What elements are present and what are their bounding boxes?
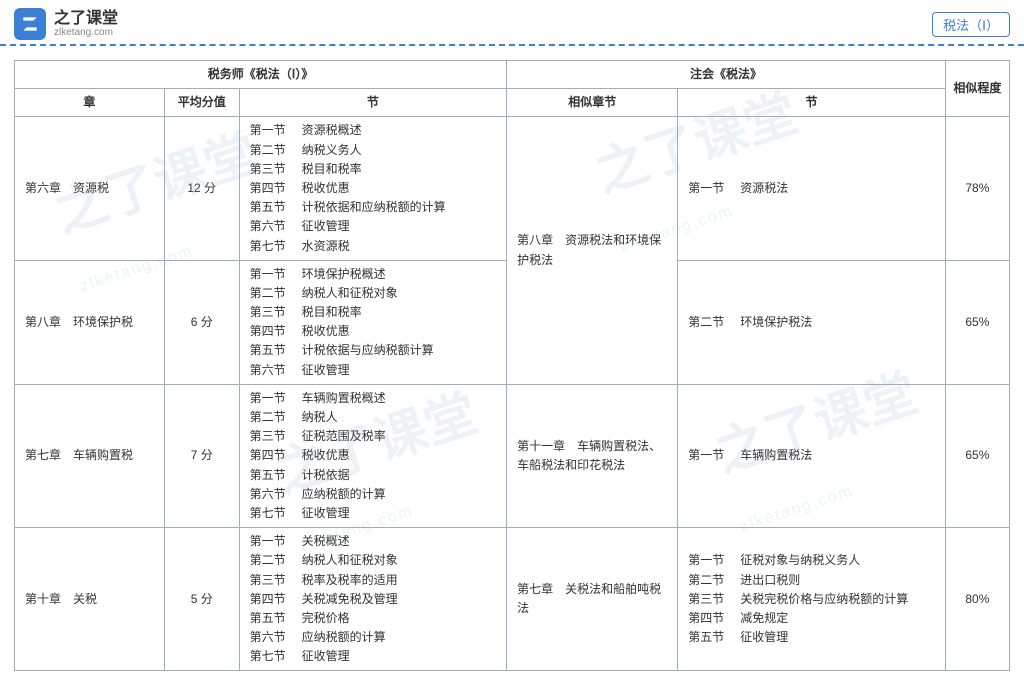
- section-line: 第五节计税依据: [250, 466, 500, 485]
- table-row: 第七章 车辆购置税7 分第一节车辆购置税概述第二节纳税人第三节征税范围及税率第四…: [15, 384, 1010, 527]
- section-line: 第一节资源税法: [688, 179, 938, 198]
- section-line: 第五节征收管理: [688, 628, 938, 647]
- cell-relsections: 第一节资源税法: [678, 117, 945, 260]
- brand-sub: zlketang.com: [54, 27, 118, 38]
- table-container: 税务师《税法（Ⅰ）》 注会《税法》 相似程度 章 平均分值 节 相似章节 节 第…: [0, 46, 1024, 685]
- section-line: 第七节征收管理: [250, 647, 500, 666]
- cell-relchapter: 第八章 资源税法和环境保护税法: [507, 117, 678, 384]
- cell-similarity: 65%: [945, 384, 1009, 527]
- page-header: 之了课堂 zlketang.com 税法（Ⅰ）: [0, 0, 1024, 46]
- th-group1: 税务师《税法（Ⅰ）》: [15, 61, 507, 89]
- section-line: 第六节征收管理: [250, 217, 500, 236]
- section-line: 第二节纳税人和征税对象: [250, 551, 500, 570]
- section-line: 第六节应纳税额的计算: [250, 628, 500, 647]
- section-line: 第三节税目和税率: [250, 303, 500, 322]
- section-line: 第二节纳税人和征税对象: [250, 284, 500, 303]
- section-line: 第三节征税范围及税率: [250, 427, 500, 446]
- section-line: 第四节减免规定: [688, 609, 938, 628]
- cell-sections: 第一节车辆购置税概述第二节纳税人第三节征税范围及税率第四节税收优惠第五节计税依据…: [239, 384, 506, 527]
- cell-chapter: 第六章 资源税: [15, 117, 165, 260]
- cell-avg: 6 分: [164, 260, 239, 384]
- section-line: 第二节纳税人: [250, 408, 500, 427]
- section-line: 第一节车辆购置税概述: [250, 389, 500, 408]
- th-chapter: 章: [15, 89, 165, 117]
- cell-relsections: 第一节征税对象与纳税义务人第二节进出口税则第三节关税完税价格与应纳税额的计算第四…: [678, 528, 945, 671]
- section-line: 第五节完税价格: [250, 609, 500, 628]
- cell-sections: 第一节关税概述第二节纳税人和征税对象第三节税率及税率的适用第四节关税减免税及管理…: [239, 528, 506, 671]
- cell-avg: 5 分: [164, 528, 239, 671]
- section-line: 第一节征税对象与纳税义务人: [688, 551, 938, 570]
- section-line: 第四节税收优惠: [250, 322, 500, 341]
- section-line: 第六节应纳税额的计算: [250, 485, 500, 504]
- section-line: 第二节纳税义务人: [250, 141, 500, 160]
- cell-similarity: 78%: [945, 117, 1009, 260]
- brand-title: 之了课堂: [54, 10, 118, 28]
- section-line: 第五节计税依据和应纳税额的计算: [250, 198, 500, 217]
- cell-sections: 第一节资源税概述第二节纳税义务人第三节税目和税率第四节税收优惠第五节计税依据和应…: [239, 117, 506, 260]
- section-line: 第二节进出口税则: [688, 571, 938, 590]
- section-line: 第七节水资源税: [250, 237, 500, 256]
- cell-avg: 12 分: [164, 117, 239, 260]
- th-section: 节: [239, 89, 506, 117]
- cell-sections: 第一节环境保护税概述第二节纳税人和征税对象第三节税目和税率第四节税收优惠第五节计…: [239, 260, 506, 384]
- table-row: 第六章 资源税12 分第一节资源税概述第二节纳税义务人第三节税目和税率第四节税收…: [15, 117, 1010, 260]
- section-line: 第四节关税减免税及管理: [250, 590, 500, 609]
- cell-relchapter: 第七章 关税法和船舶吨税法: [507, 528, 678, 671]
- cell-similarity: 65%: [945, 260, 1009, 384]
- section-line: 第五节计税依据与应纳税额计算: [250, 341, 500, 360]
- th-relchapter: 相似章节: [507, 89, 678, 117]
- table-row: 第十章 关税5 分第一节关税概述第二节纳税人和征税对象第三节税率及税率的适用第四…: [15, 528, 1010, 671]
- th-avg: 平均分值: [164, 89, 239, 117]
- cell-relsections: 第一节车辆购置税法: [678, 384, 945, 527]
- cell-avg: 7 分: [164, 384, 239, 527]
- section-line: 第六节征收管理: [250, 361, 500, 380]
- comparison-table: 税务师《税法（Ⅰ）》 注会《税法》 相似程度 章 平均分值 节 相似章节 节 第…: [14, 60, 1010, 671]
- th-relsection: 节: [678, 89, 945, 117]
- brand: 之了课堂 zlketang.com: [14, 8, 118, 40]
- section-line: 第三节税目和税率: [250, 160, 500, 179]
- section-line: 第一节环境保护税概述: [250, 265, 500, 284]
- section-line: 第二节环境保护税法: [688, 313, 938, 332]
- section-line: 第三节关税完税价格与应纳税额的计算: [688, 590, 938, 609]
- section-line: 第一节关税概述: [250, 532, 500, 551]
- section-line: 第三节税率及税率的适用: [250, 571, 500, 590]
- logo-icon: [14, 8, 46, 40]
- cell-chapter: 第七章 车辆购置税: [15, 384, 165, 527]
- section-line: 第四节税收优惠: [250, 446, 500, 465]
- th-similarity: 相似程度: [945, 61, 1009, 117]
- section-line: 第七节征收管理: [250, 504, 500, 523]
- cell-chapter: 第十章 关税: [15, 528, 165, 671]
- section-line: 第一节资源税概述: [250, 121, 500, 140]
- section-line: 第一节车辆购置税法: [688, 446, 938, 465]
- page-badge: 税法（Ⅰ）: [932, 12, 1010, 37]
- th-group2: 注会《税法》: [507, 61, 946, 89]
- cell-similarity: 80%: [945, 528, 1009, 671]
- cell-relchapter: 第十一章 车辆购置税法、车船税法和印花税法: [507, 384, 678, 527]
- cell-chapter: 第八章 环境保护税: [15, 260, 165, 384]
- section-line: 第四节税收优惠: [250, 179, 500, 198]
- cell-relsections: 第二节环境保护税法: [678, 260, 945, 384]
